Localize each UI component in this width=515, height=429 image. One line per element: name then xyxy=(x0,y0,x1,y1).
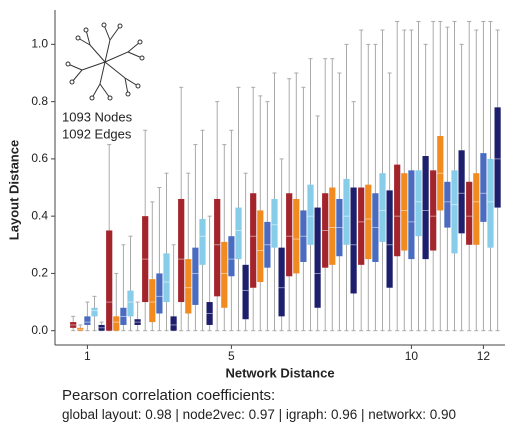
box xyxy=(293,198,300,274)
y-tick-label: 1.0 xyxy=(31,37,48,51)
box xyxy=(185,259,192,314)
box xyxy=(358,187,365,265)
x-tick-label: 5 xyxy=(228,349,235,363)
x-tick-label: 12 xyxy=(477,349,491,363)
box xyxy=(278,247,285,317)
box xyxy=(343,178,350,245)
chart: 1093 Nodes 1092 Edges Network Distance L… xyxy=(6,10,505,380)
box xyxy=(84,316,91,325)
x-axis-label: Network Distance xyxy=(225,365,334,380)
y-tick-label: 0.8 xyxy=(31,94,48,108)
box xyxy=(257,210,264,283)
box xyxy=(394,164,401,257)
box xyxy=(379,173,386,242)
box xyxy=(170,316,177,331)
x-tick-label: 1 xyxy=(84,349,91,363)
box xyxy=(156,273,163,314)
box xyxy=(192,247,199,305)
inset-graph xyxy=(65,22,145,101)
box xyxy=(113,316,120,331)
box xyxy=(430,170,437,251)
box xyxy=(127,290,134,317)
box xyxy=(386,190,393,288)
box xyxy=(286,193,293,277)
y-tick-label: 0.2 xyxy=(31,266,48,280)
box xyxy=(415,170,422,237)
box xyxy=(271,198,278,248)
box xyxy=(235,207,242,260)
box xyxy=(242,264,249,320)
box xyxy=(401,173,408,251)
box xyxy=(91,307,98,317)
box xyxy=(466,181,473,245)
box xyxy=(350,187,357,294)
y-axis-label: Layout Distance xyxy=(6,140,21,240)
box xyxy=(163,253,170,303)
inset-nodes: 1093 Nodes xyxy=(62,109,133,124)
box xyxy=(221,241,228,308)
box xyxy=(408,170,415,260)
box xyxy=(365,184,372,260)
box xyxy=(494,107,501,208)
box xyxy=(199,219,206,265)
box xyxy=(487,158,494,248)
footer-title: Pearson correlation coefficients: xyxy=(62,387,276,404)
x-tick-label: 10 xyxy=(405,349,419,363)
footer-text: global layout: 0.98 | node2vec: 0.97 | i… xyxy=(62,407,457,422)
box xyxy=(329,187,336,265)
box xyxy=(451,170,458,254)
y-tick-label: 0.6 xyxy=(31,151,48,165)
box xyxy=(228,236,235,277)
box xyxy=(214,198,221,297)
y-tick-label: 0.0 xyxy=(31,323,48,337)
inset-edges: 1092 Edges xyxy=(62,126,132,141)
box xyxy=(444,181,451,228)
box xyxy=(480,153,487,222)
box xyxy=(458,150,465,234)
box xyxy=(473,173,480,245)
box xyxy=(314,207,321,308)
box xyxy=(149,279,156,323)
box xyxy=(422,156,429,260)
box xyxy=(250,193,257,288)
y-tick-label: 0.4 xyxy=(31,208,48,222)
box xyxy=(178,198,185,303)
box xyxy=(307,184,314,245)
box xyxy=(106,230,113,331)
